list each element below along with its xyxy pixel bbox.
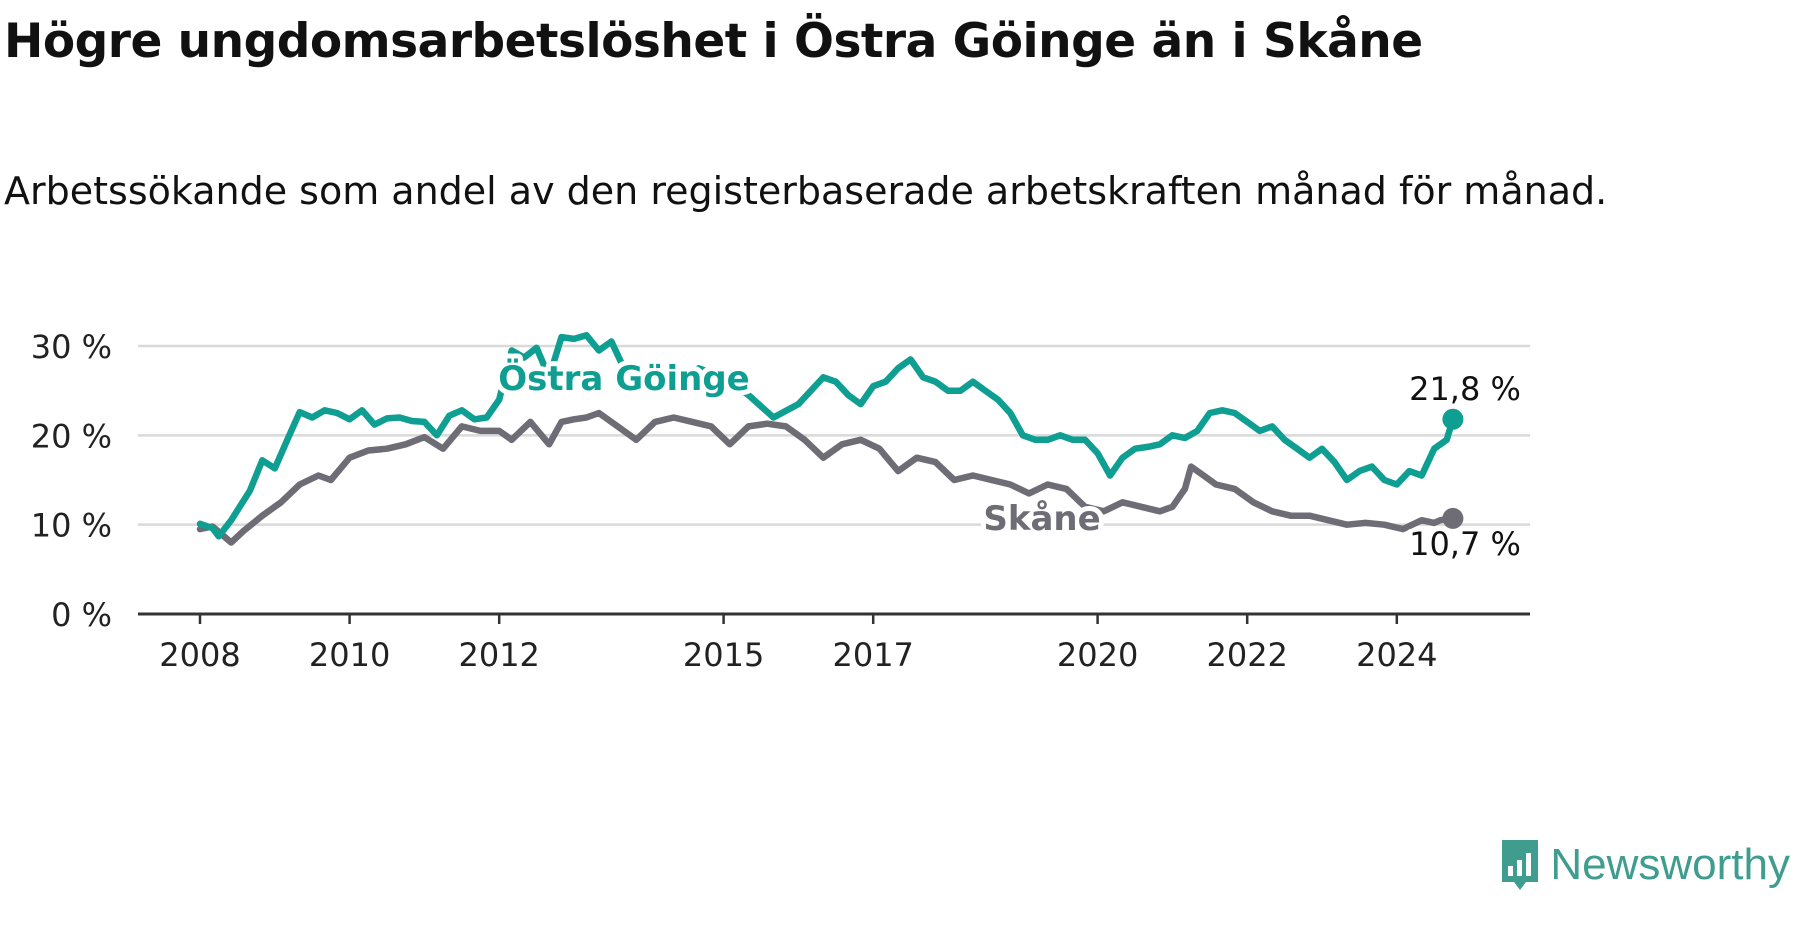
x-tick-label: 2022 <box>1206 636 1287 674</box>
brand-logo: Newsworthy <box>1498 836 1790 894</box>
series-line-ostra <box>196 332 1457 540</box>
labels: Östra Göinge Skåne 21,8 % 10,7 % <box>493 353 1525 567</box>
end-point-ostra <box>1442 408 1464 430</box>
grid <box>138 344 1530 526</box>
x-axis: 2008 2010 2012 2015 2017 2020 2022 2024 <box>138 612 1530 674</box>
series <box>196 332 1464 546</box>
end-point-skane <box>1442 507 1464 529</box>
x-tick-label: 2017 <box>832 636 913 674</box>
chart-title: Högre ungdomsarbetslöshet i Östra Göinge… <box>4 14 1423 69</box>
x-tick-label: 2020 <box>1057 636 1138 674</box>
brand-name: Newsworthy <box>1550 840 1790 889</box>
x-tick-label: 2015 <box>683 636 764 674</box>
chart-subtitle: Arbetssökande som andel av den registerb… <box>4 169 1608 213</box>
end-value-label-ostra: 21,8 % <box>1409 370 1521 408</box>
y-tick-label: 30 % <box>31 328 112 366</box>
series-label-ostra: Östra Göinge <box>498 358 749 399</box>
series-line-skane <box>196 409 1457 546</box>
x-tick-label: 2012 <box>458 636 539 674</box>
newsworthy-logo-icon <box>1502 840 1539 890</box>
series-label-skane: Skåne <box>983 499 1100 539</box>
y-tick-label: 10 % <box>31 507 112 545</box>
x-tick-label: 2008 <box>159 636 240 674</box>
x-tick-label: 2010 <box>309 636 390 674</box>
x-tick-label: 2024 <box>1356 636 1437 674</box>
end-value-label-skane: 10,7 % <box>1409 525 1521 563</box>
y-axis: 0 % 10 % 20 % 30 % <box>31 328 112 634</box>
y-tick-label: 20 % <box>31 417 112 455</box>
y-tick-label: 0 % <box>51 596 112 634</box>
